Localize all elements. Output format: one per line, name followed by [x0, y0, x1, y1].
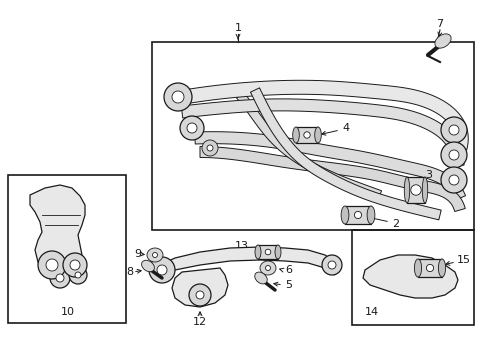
Circle shape [448, 175, 458, 185]
Text: 6: 6 [285, 265, 291, 275]
Ellipse shape [413, 259, 421, 277]
Ellipse shape [274, 245, 281, 259]
Circle shape [440, 142, 466, 168]
Circle shape [426, 264, 433, 271]
Ellipse shape [366, 206, 374, 224]
Ellipse shape [147, 248, 163, 262]
Ellipse shape [142, 260, 154, 272]
Ellipse shape [260, 261, 275, 275]
Circle shape [69, 266, 87, 284]
Circle shape [354, 211, 361, 219]
Circle shape [410, 185, 420, 195]
Text: 11: 11 [41, 247, 55, 257]
Text: 12: 12 [193, 317, 206, 327]
Circle shape [202, 140, 218, 156]
Text: 14: 14 [364, 307, 378, 317]
Polygon shape [160, 247, 334, 275]
Polygon shape [406, 177, 424, 203]
Ellipse shape [314, 127, 321, 143]
Text: 5: 5 [285, 280, 291, 290]
Circle shape [56, 274, 64, 282]
Ellipse shape [434, 34, 450, 48]
Circle shape [63, 253, 87, 277]
Circle shape [206, 145, 213, 151]
Circle shape [163, 83, 192, 111]
Text: 4: 4 [341, 123, 348, 133]
Circle shape [157, 265, 167, 275]
Text: 3: 3 [424, 170, 431, 180]
Text: 10: 10 [61, 307, 75, 317]
Circle shape [189, 284, 210, 306]
Circle shape [70, 260, 80, 270]
Text: 7: 7 [436, 19, 443, 29]
Text: 2: 2 [391, 219, 398, 229]
Circle shape [264, 249, 270, 255]
Polygon shape [200, 147, 465, 211]
Circle shape [172, 91, 183, 103]
Polygon shape [345, 206, 370, 224]
Text: 1: 1 [234, 23, 241, 33]
Polygon shape [417, 259, 441, 277]
Circle shape [38, 251, 66, 279]
Polygon shape [194, 132, 465, 200]
Polygon shape [172, 268, 227, 307]
Polygon shape [362, 255, 457, 298]
Circle shape [149, 257, 175, 283]
Ellipse shape [438, 259, 445, 277]
Ellipse shape [292, 127, 299, 143]
Circle shape [440, 117, 466, 143]
Circle shape [180, 116, 203, 140]
Circle shape [196, 291, 203, 299]
Text: 13: 13 [235, 241, 248, 251]
Circle shape [448, 125, 458, 135]
Circle shape [46, 259, 58, 271]
Text: 8: 8 [126, 267, 133, 277]
Circle shape [303, 132, 309, 138]
Ellipse shape [254, 272, 267, 284]
Circle shape [327, 261, 335, 269]
Circle shape [265, 266, 270, 270]
Bar [351, 230, 473, 325]
Polygon shape [177, 80, 468, 150]
Polygon shape [250, 88, 440, 220]
Text: 15: 15 [456, 255, 470, 265]
Ellipse shape [341, 206, 348, 224]
Ellipse shape [254, 245, 261, 259]
Ellipse shape [404, 177, 409, 203]
Bar [8, 175, 126, 323]
Polygon shape [236, 92, 381, 199]
Polygon shape [30, 185, 85, 278]
Circle shape [75, 272, 81, 278]
Circle shape [152, 252, 157, 257]
Polygon shape [258, 245, 278, 259]
Bar [152, 42, 473, 230]
Ellipse shape [422, 177, 427, 203]
Circle shape [440, 167, 466, 193]
Circle shape [448, 150, 458, 160]
Polygon shape [181, 99, 463, 165]
Circle shape [50, 268, 70, 288]
Circle shape [321, 255, 341, 275]
Circle shape [186, 123, 197, 133]
Polygon shape [295, 127, 317, 143]
Text: 9: 9 [134, 249, 141, 259]
